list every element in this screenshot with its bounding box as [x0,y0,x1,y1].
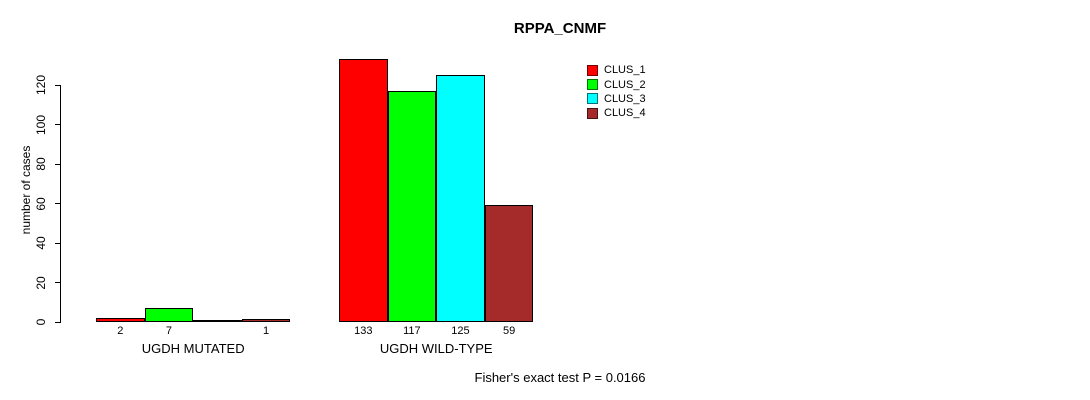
legend-item: CLUS_4 [587,106,646,120]
bar-clus_4 [241,319,291,322]
bar-clus_1 [96,318,145,322]
bar-value-label: 117 [403,325,421,337]
y-axis-tick [55,203,61,204]
footer-stat-text: Fisher's exact test P = 0.0166 [474,370,646,385]
bar-value-label: 2 [117,325,124,337]
legend-label: CLUS_1 [604,64,646,77]
y-axis-tick [55,163,61,165]
legend-item: CLUS_3 [587,92,646,106]
bar-value-label: 125 [451,325,470,337]
legend-swatch [587,107,598,119]
legend: CLUS_1 CLUS_2 CLUS_3 CLUS_4 [587,63,646,121]
bar-clus_3 [436,75,485,322]
y-axis-tick-label: 20 [34,275,48,290]
bar-clus_2 [387,91,437,322]
legend-label: CLUS_3 [604,92,646,105]
bar-value-label: 133 [354,325,373,337]
legend-item: CLUS_2 [587,77,646,91]
chart-title: RPPA_CNMF [513,20,607,37]
x-group-label: UGDH MUTATED [141,341,245,356]
y-axis-line [60,85,61,323]
y-axis-tick [55,124,61,125]
bar-clus_1 [339,59,388,322]
bar-clus_3 [193,320,242,322]
y-axis-tick-label: 120 [34,74,48,96]
y-axis-tick [55,242,61,244]
y-axis-tick-label: 40 [34,236,48,250]
y-axis-tick-label: 0 [34,318,48,326]
y-axis-tick-label: 60 [34,196,48,211]
y-axis-label: number of cases [19,145,33,235]
y-axis-tick [55,321,61,323]
y-axis-tick [55,282,61,283]
legend-swatch [587,79,598,91]
bar-clus_4 [484,205,534,322]
legend-swatch [587,64,598,76]
legend-swatch [587,93,598,105]
y-axis-tick-label: 80 [34,157,48,171]
bar-value-label: 1 [263,325,270,337]
y-axis-tick [55,84,61,86]
legend-label: CLUS_4 [604,107,646,120]
bar-value-label: 7 [165,325,172,337]
x-group-label: UGDH WILD-TYPE [379,341,493,356]
legend-item: CLUS_1 [587,63,646,77]
bar-value-label: 59 [502,325,516,337]
legend-label: CLUS_2 [604,78,646,91]
bar-clus_2 [144,308,194,322]
y-axis-tick-label: 100 [34,114,48,135]
